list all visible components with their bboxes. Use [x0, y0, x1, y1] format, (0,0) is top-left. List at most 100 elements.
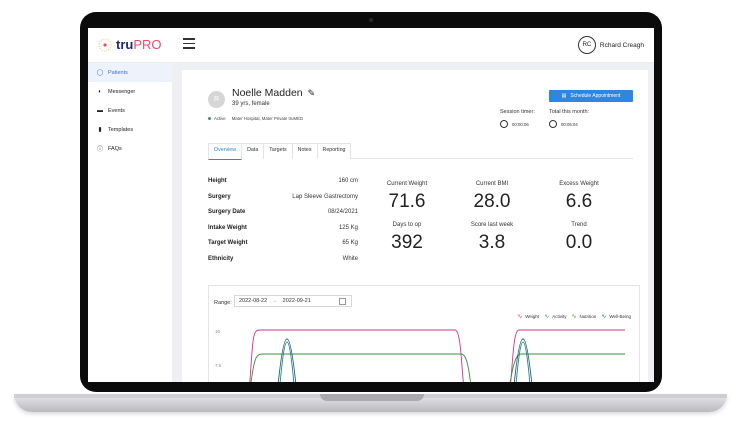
- date-range-picker[interactable]: 2022-08-22 → 2022-09-21: [234, 295, 352, 307]
- camera: [369, 18, 373, 22]
- calendar-icon: ▤: [561, 93, 567, 99]
- help-icon: ⓘ: [96, 147, 103, 153]
- total-month-label: Total this month:: [549, 109, 590, 115]
- metric-label: Surgery: [208, 193, 231, 200]
- stat-value: 3.8: [478, 232, 506, 253]
- metric-label: Surgery Date: [208, 209, 246, 215]
- stat-excess-weight: Excess Weight 6.6: [534, 181, 624, 213]
- status-dot-icon: [208, 117, 211, 120]
- sidebar-item-faqs[interactable]: ⓘ FAQs: [88, 139, 172, 158]
- legend-label: Weight: [525, 314, 540, 319]
- legend-wave-icon: ∿: [544, 314, 550, 320]
- stat-label: Current Weight: [386, 181, 428, 187]
- legend-label: Nutrition: [579, 314, 597, 319]
- stat-days-to-op: Days to op 392: [362, 222, 452, 254]
- user-menu[interactable]: RC Rchard Creagh: [577, 36, 644, 54]
- main-area: R Noelle Madden ✎ 39 yrs, female Active M…: [172, 63, 654, 382]
- y-tick-label: 7.5: [215, 363, 222, 368]
- stat-current-bmi: Current BMI 28.0: [447, 181, 537, 213]
- sidebar: ◯ Patients ◐ Messenger ▬ Events ▮ Templa…: [88, 63, 172, 382]
- series-line-nutrition: [250, 353, 625, 382]
- range-end: 2022-09-21: [282, 298, 311, 304]
- tab-notes[interactable]: Notes: [291, 143, 318, 159]
- legend-item[interactable]: ∿ Nutrition: [571, 313, 596, 320]
- legend-item[interactable]: ∿ Weight: [517, 313, 539, 320]
- metric-row: Height 160 cm: [208, 178, 358, 194]
- schedule-appointment-label: Schedule Appointment: [570, 93, 621, 99]
- patient-hospitals: Mater Hospital, Mater Private truMED: [231, 116, 304, 121]
- clock-icon: [500, 120, 508, 128]
- stat-value: 71.6: [388, 191, 426, 212]
- logo-dots-icon: [98, 38, 112, 51]
- stat-label: Current BMI: [475, 181, 509, 187]
- tab-targets[interactable]: Targets: [263, 143, 293, 159]
- schedule-appointment-button[interactable]: ▤ Schedule Appointment: [549, 90, 633, 102]
- chat-icon: ◐: [98, 88, 102, 95]
- arrow-right-icon: →: [272, 298, 278, 304]
- legend-wave-icon: ∿: [601, 314, 607, 320]
- legend-item[interactable]: ∿ Activity: [544, 313, 566, 320]
- tab-overview[interactable]: Overview: [208, 143, 243, 160]
- tab-data[interactable]: Data: [241, 143, 265, 159]
- top-bar: tru PRO RC Rchard Creagh: [88, 28, 654, 63]
- session-timer-label: Session timer:: [500, 109, 535, 115]
- sidebar-item-label: Events: [108, 107, 125, 114]
- hamburger-menu-icon[interactable]: [183, 38, 195, 49]
- stat-value: 392: [391, 232, 423, 253]
- series-line-well-being: [277, 338, 533, 382]
- screen: tru PRO RC Rchard Creagh ◯ Patients ◐ Me…: [88, 28, 654, 382]
- range-start: 2022-08-22: [239, 298, 268, 304]
- stat-trend: Trend 0.0: [534, 222, 624, 254]
- metric-value: 08/24/2021: [327, 209, 358, 215]
- series-line-weight: [249, 329, 625, 382]
- stat-value: 6.6: [565, 191, 593, 212]
- calendar-icon: [339, 298, 346, 305]
- metric-row: Ethnicity White: [208, 256, 358, 272]
- stat-value: 28.0: [473, 191, 511, 212]
- patient-card: R Noelle Madden ✎ 39 yrs, female Active M…: [182, 70, 648, 382]
- avatar: RC: [577, 36, 596, 54]
- metric-row: Target Weight 65 Kg: [208, 240, 358, 256]
- metric-row: Surgery Lap Sleeve Gastrectomy: [208, 194, 358, 210]
- legend-wave-icon: ∿: [517, 314, 523, 320]
- patient-status-row: Active Mater Hospital, Mater Private tru…: [208, 116, 303, 121]
- laptop-notch: [320, 394, 424, 401]
- sidebar-item-patients[interactable]: ◯ Patients: [88, 63, 172, 82]
- metric-row: Surgery Date 08/24/2021: [208, 209, 358, 225]
- sidebar-item-messenger[interactable]: ◐ Messenger: [88, 82, 172, 101]
- patient-subtitle: 39 yrs, female: [232, 101, 270, 107]
- logo-primary: tru: [116, 37, 134, 52]
- metric-label: Intake Weight: [208, 224, 247, 231]
- chart-legend: ∿ Weight ∿ Activity ∿ Nutrition ∿ Well-Being: [512, 313, 631, 320]
- logo[interactable]: tru PRO: [98, 37, 162, 52]
- patient-avatar: R: [208, 91, 225, 108]
- pencil-icon[interactable]: ✎: [307, 88, 316, 98]
- session-timer: 00:00:06: [500, 120, 529, 128]
- sidebar-item-label: Templates: [108, 126, 134, 133]
- patient-tabs: Overview Data Targets Notes Reporting: [208, 143, 633, 160]
- list-icon: ▬: [97, 107, 103, 114]
- user-name: Rchard Creagh: [599, 41, 644, 49]
- metric-value: 125 Kg: [338, 224, 358, 231]
- sidebar-item-label: FAQs: [108, 145, 122, 152]
- tab-reporting[interactable]: Reporting: [316, 143, 352, 159]
- stat-score-last-week: Score last week 3.8: [447, 222, 537, 254]
- patient-name-row: Noelle Madden ✎: [232, 87, 315, 99]
- stat-label: Score last week: [470, 222, 514, 228]
- stat-value: 0.0: [565, 232, 593, 253]
- line-chart: 10 7.5: [215, 329, 625, 382]
- legend-label: Well-Being: [609, 314, 631, 319]
- clock-icon: [549, 120, 557, 128]
- total-month-value: 00:05:04: [561, 121, 578, 127]
- y-tick-label: 10: [215, 329, 221, 334]
- sidebar-item-events[interactable]: ▬ Events: [88, 101, 172, 120]
- legend-label: Activity: [552, 314, 567, 319]
- status-badge: Active: [214, 116, 226, 121]
- legend-wave-icon: ∿: [571, 314, 577, 320]
- stat-current-weight: Current Weight 71.6: [362, 181, 452, 213]
- legend-item[interactable]: ∿ Well-Being: [601, 313, 631, 320]
- chart-card: Range: 2022-08-22 → 2022-09-21 ∿ Weight ∿…: [208, 285, 640, 382]
- person-icon: ◯: [96, 70, 104, 76]
- stat-label: Trend: [571, 222, 587, 228]
- sidebar-item-templates[interactable]: ▮ Templates: [88, 120, 172, 139]
